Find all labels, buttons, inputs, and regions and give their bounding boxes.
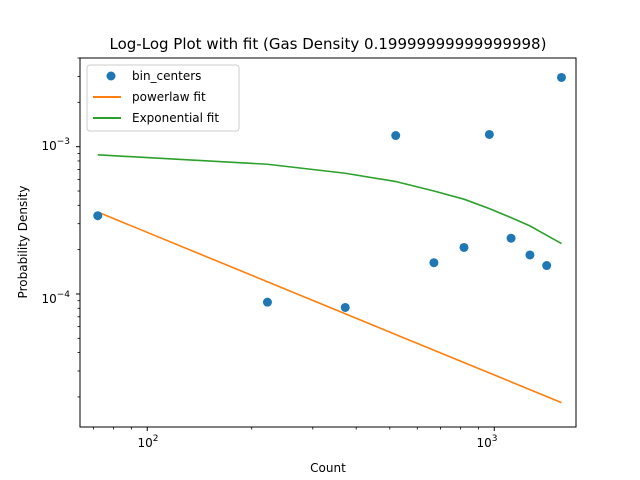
legend-label-exponential-fit: Exponential fit	[132, 111, 219, 125]
data-point-bin-centers	[542, 261, 552, 271]
series-line-exponential-fit	[97, 154, 562, 245]
major-ticks	[76, 146, 495, 431]
x-tick-label: 102	[137, 434, 158, 450]
x-tick-exponent: 3	[492, 434, 498, 444]
plot-frame	[79, 57, 577, 428]
x-tick-mantissa: 10	[476, 436, 491, 450]
data-point-bin-centers	[340, 302, 350, 312]
series-line-powerlaw-fit	[97, 211, 562, 404]
legend-marker-bin-centers	[106, 71, 116, 81]
legend-label-powerlaw-fit: powerlaw fit	[132, 90, 206, 104]
y-tick-mantissa: 10	[41, 139, 56, 153]
x-tick-mantissa: 10	[137, 436, 152, 450]
data-point-bin-centers	[429, 258, 439, 268]
x-tick-exponent: 2	[153, 434, 159, 444]
y-tick-exponent: −4	[57, 290, 71, 300]
plot-area	[93, 72, 566, 404]
y-axis-label: Probability Density	[16, 186, 30, 299]
series-lines	[97, 154, 562, 404]
data-point-bin-centers	[484, 129, 494, 139]
data-point-bin-centers	[506, 233, 516, 243]
data-point-bin-centers	[459, 242, 469, 252]
y-tick-exponent: −3	[57, 137, 70, 147]
y-tick-label: 10−4	[41, 290, 70, 306]
y-tick-label: 10−3	[41, 137, 70, 153]
data-point-bin-centers	[556, 72, 566, 82]
data-point-bin-centers	[262, 297, 272, 307]
x-tick-label: 103	[476, 434, 497, 450]
tick-labels: 102 103 10−4 10−3	[41, 137, 497, 450]
x-axis-label: Count	[310, 461, 346, 475]
chart-title: Log-Log Plot with fit (Gas Density 0.199…	[110, 35, 547, 53]
y-tick-mantissa: 10	[41, 292, 56, 306]
data-point-bin-centers	[93, 211, 103, 221]
data-point-bin-centers	[391, 131, 401, 141]
legend-label-bin-centers: bin_centers	[132, 69, 201, 83]
legend: bin_centers powerlaw fit Exponential fit	[86, 64, 240, 132]
data-point-bin-centers	[525, 250, 535, 260]
series-points	[93, 72, 566, 312]
legend-box	[86, 64, 240, 132]
